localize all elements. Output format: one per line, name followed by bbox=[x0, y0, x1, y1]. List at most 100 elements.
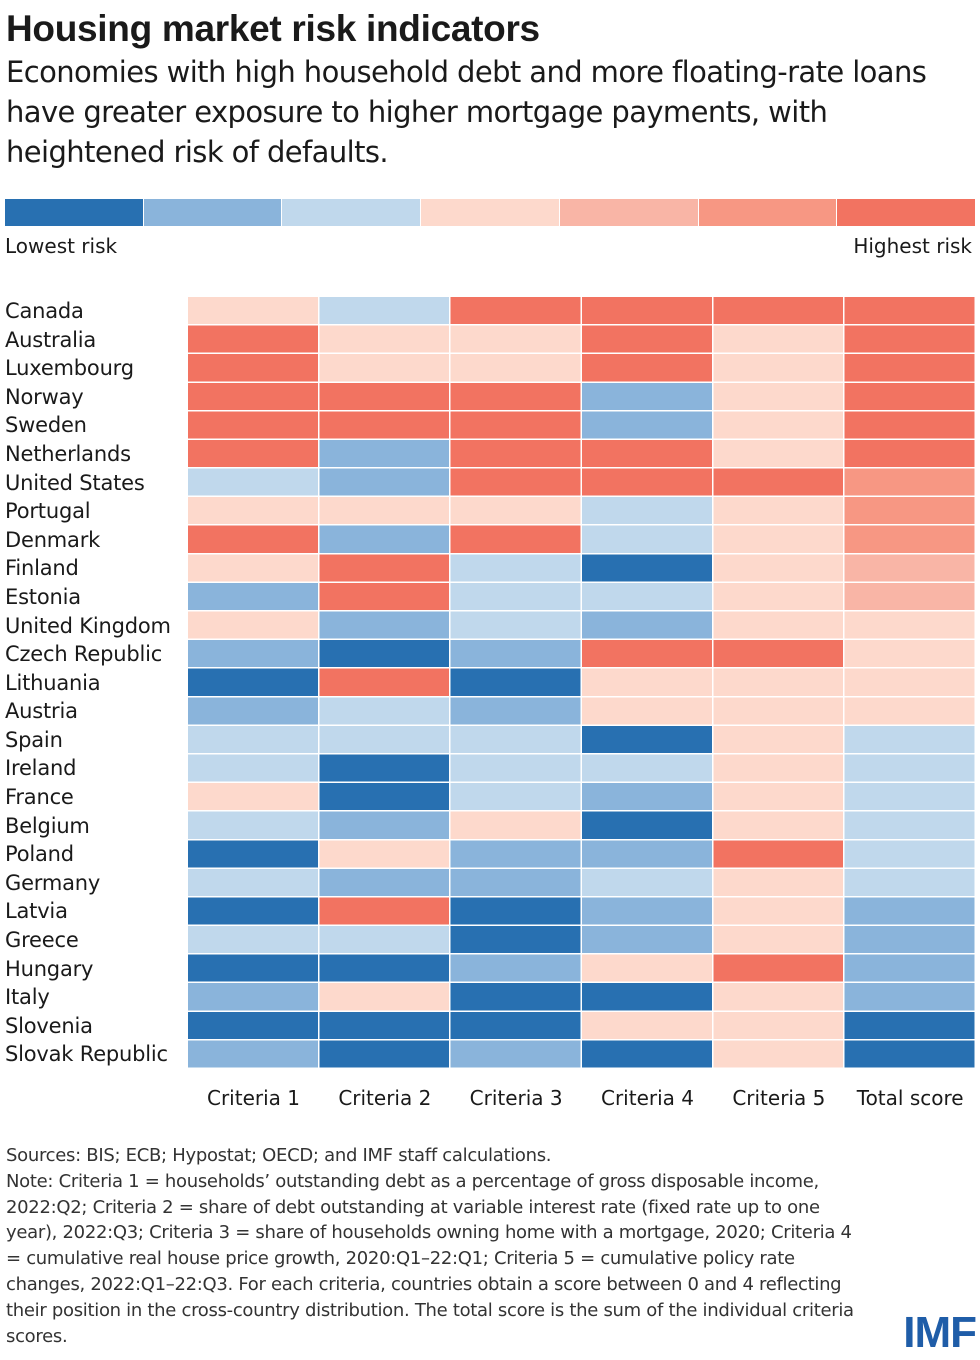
heatmap-cell bbox=[450, 754, 581, 782]
heatmap-cell bbox=[713, 954, 844, 982]
heatmap-cell bbox=[188, 297, 318, 325]
row-label: Poland bbox=[5, 842, 74, 867]
heatmap-cell bbox=[582, 611, 712, 639]
heatmap-cell bbox=[188, 840, 318, 868]
heatmap-cell bbox=[450, 983, 581, 1011]
row-label: France bbox=[5, 785, 74, 810]
heatmap-cell bbox=[713, 697, 844, 725]
heatmap-cell bbox=[713, 640, 844, 668]
heatmap-cell bbox=[319, 897, 450, 925]
heatmap-cell bbox=[450, 640, 581, 668]
heatmap-cell bbox=[450, 382, 581, 410]
heatmap-cell bbox=[319, 697, 450, 725]
heatmap-cell bbox=[582, 840, 712, 868]
heatmap-cell bbox=[319, 297, 450, 325]
heatmap-cell bbox=[844, 897, 975, 925]
heatmap-cell bbox=[188, 468, 318, 496]
row-label: Latvia bbox=[5, 899, 68, 924]
row-label: Finland bbox=[5, 556, 79, 581]
heatmap-cell bbox=[844, 1011, 975, 1039]
heatmap-cell bbox=[582, 382, 712, 410]
heatmap-cell bbox=[188, 725, 318, 753]
heatmap-cell bbox=[582, 811, 712, 839]
column-label: Criteria 5 bbox=[732, 1086, 826, 1110]
heatmap-cell bbox=[582, 554, 712, 582]
heatmap-cell bbox=[450, 868, 581, 896]
row-label: Italy bbox=[5, 985, 50, 1010]
heatmap-cell bbox=[188, 897, 318, 925]
heatmap-cell bbox=[188, 554, 318, 582]
heatmap-cell bbox=[319, 439, 450, 468]
heatmap-cell bbox=[713, 611, 844, 639]
heatmap-cell bbox=[582, 354, 712, 382]
row-label: Greece bbox=[5, 928, 79, 953]
heatmap-cell bbox=[844, 840, 975, 868]
heatmap-cell bbox=[319, 497, 450, 525]
heatmap-cell bbox=[844, 582, 975, 611]
heatmap-cell bbox=[582, 325, 712, 353]
heatmap-cell bbox=[319, 1040, 450, 1068]
heatmap-cell bbox=[582, 783, 712, 811]
heatmap-cell bbox=[450, 1040, 581, 1068]
heatmap-cell bbox=[188, 783, 318, 811]
heatmap-cell bbox=[582, 725, 712, 753]
heatmap-cell bbox=[844, 868, 975, 896]
heatmap-cell bbox=[713, 525, 844, 553]
heatmap-cell bbox=[319, 611, 450, 639]
row-label: Czech Republic bbox=[5, 642, 163, 667]
heatmap-cell bbox=[450, 439, 581, 468]
heatmap-cell bbox=[450, 468, 581, 496]
heatmap-cell bbox=[188, 697, 318, 725]
row-label: Norway bbox=[5, 384, 84, 409]
heatmap-cell bbox=[188, 582, 318, 611]
heatmap-cell bbox=[713, 811, 844, 839]
heatmap-cell bbox=[319, 354, 450, 382]
heatmap-cell bbox=[844, 926, 975, 954]
heatmap-cell bbox=[319, 468, 450, 496]
heatmap-cell bbox=[713, 783, 844, 811]
heatmap-cell bbox=[319, 668, 450, 696]
heatmap-cell bbox=[713, 1040, 844, 1068]
heatmap-cell bbox=[188, 411, 318, 439]
imf-logo: IMF bbox=[903, 1308, 977, 1357]
chart-subtitle: Economies with high household debt and m… bbox=[6, 55, 927, 169]
heatmap-cell bbox=[450, 897, 581, 925]
heatmap-cell bbox=[319, 783, 450, 811]
column-label: Criteria 1 bbox=[206, 1086, 300, 1110]
heatmap-cell bbox=[319, 554, 450, 582]
heatmap-cell bbox=[450, 954, 581, 982]
heatmap-cell bbox=[713, 868, 844, 896]
heatmap-cell bbox=[450, 725, 581, 753]
heatmap-cell bbox=[844, 382, 975, 410]
heatmap-cell bbox=[450, 411, 581, 439]
column-label: Criteria 2 bbox=[338, 1086, 432, 1110]
heatmap-cell bbox=[582, 468, 712, 496]
heatmap-cell bbox=[844, 611, 975, 639]
heatmap-cell bbox=[188, 439, 318, 468]
row-label: Hungary bbox=[5, 956, 94, 981]
row-label: Slovenia bbox=[5, 1013, 93, 1038]
heatmap-cell bbox=[844, 954, 975, 982]
heatmap-cell bbox=[450, 811, 581, 839]
heatmap-cell bbox=[319, 525, 450, 553]
heatmap-cell bbox=[319, 640, 450, 668]
heatmap-cell bbox=[713, 382, 844, 410]
heatmap-cell bbox=[713, 354, 844, 382]
heatmap-cell bbox=[844, 439, 975, 468]
heatmap-cell bbox=[713, 439, 844, 468]
heatmap-cell bbox=[188, 382, 318, 410]
heatmap-cell bbox=[450, 525, 581, 553]
row-label: Portugal bbox=[5, 499, 91, 524]
heatmap-cell bbox=[450, 582, 581, 611]
heatmap-cell bbox=[713, 582, 844, 611]
legend-low-label: Lowest risk bbox=[5, 234, 118, 258]
heatmap-cell bbox=[844, 1040, 975, 1068]
heatmap-cell bbox=[844, 354, 975, 382]
row-label: Netherlands bbox=[5, 441, 131, 466]
heatmap-cell bbox=[582, 640, 712, 668]
heatmap-cell bbox=[582, 754, 712, 782]
row-label: Slovak Republic bbox=[5, 1042, 168, 1067]
heatmap-cell bbox=[319, 811, 450, 839]
heatmap-cell bbox=[713, 754, 844, 782]
heatmap-cell bbox=[713, 411, 844, 439]
